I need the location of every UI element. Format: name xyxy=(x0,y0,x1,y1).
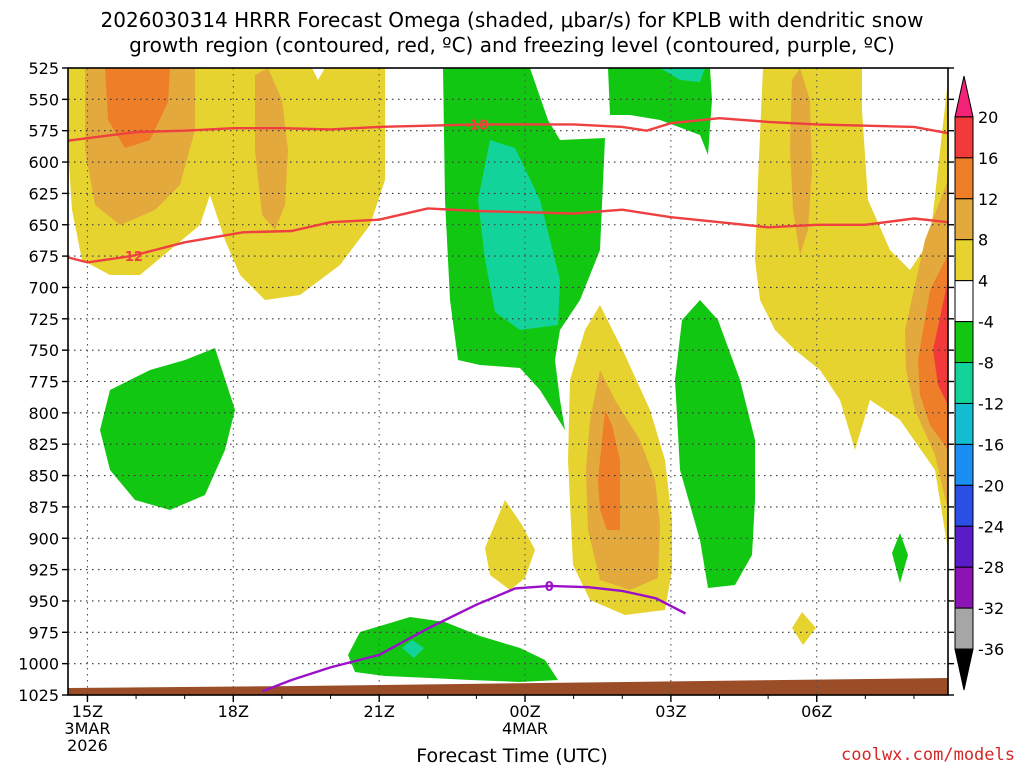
y-tick-label: 700 xyxy=(28,278,59,297)
credit-link[interactable]: coolwx.com/models xyxy=(841,745,1015,765)
chart-title-line-2: growth region (contoured, red, ºC) and f… xyxy=(129,33,895,57)
omega-region-teal xyxy=(660,68,705,82)
terrain-band xyxy=(68,678,948,695)
y-tick-label: 525 xyxy=(28,59,59,78)
colorbar-segment xyxy=(954,280,974,323)
omega-shading xyxy=(68,68,948,695)
isotherm-contour xyxy=(67,207,949,264)
x-tick-label: 06Z xyxy=(801,702,832,721)
omega-region-green xyxy=(348,617,558,682)
omega-region-red xyxy=(933,280,948,405)
contour-label: 0 xyxy=(545,580,554,595)
x-tick-label: 3MAR xyxy=(64,719,110,738)
colorbar-label: -28 xyxy=(978,558,1004,577)
omega-region-orange xyxy=(105,68,170,148)
y-tick-label: 825 xyxy=(28,435,59,454)
y-tick-label: 1000 xyxy=(18,655,59,674)
y-tick-label: 950 xyxy=(28,592,59,611)
colorbar-segment xyxy=(954,648,974,691)
colorbar-segment xyxy=(954,157,974,200)
omega-region-green xyxy=(100,348,235,510)
y-tick-label: 600 xyxy=(28,153,59,172)
omega-region-gold xyxy=(255,68,288,230)
colorbar-label: -24 xyxy=(978,517,1004,536)
colorbar-label: -8 xyxy=(978,354,994,373)
y-tick-label: 975 xyxy=(28,623,59,642)
x-axis-title: Forecast Time (UTC) xyxy=(416,745,608,767)
y-axis: 525 550 575 600 625 650 675 700 725 750 775 800 825 8… xyxy=(18,59,954,705)
y-tick-label: 900 xyxy=(28,529,59,548)
x-tick-label: 03Z xyxy=(655,702,686,721)
colorbar-segment xyxy=(954,484,974,527)
omega-region-teal xyxy=(402,640,424,658)
colorbar-label: -32 xyxy=(978,599,1004,618)
y-tick-label: 725 xyxy=(28,310,59,329)
omega-region-white-notch xyxy=(312,68,325,80)
x-tick-label: 15Z xyxy=(72,702,103,721)
y-tick-label: 675 xyxy=(28,247,59,266)
colorbar-segment xyxy=(954,75,974,118)
x-tick-label: 2026 xyxy=(67,736,108,755)
chart-title-line-1: 2026030314 HRRR Forecast Omega (shaded, … xyxy=(100,8,924,32)
omega-region-yellow xyxy=(485,500,535,590)
y-tick-label: 625 xyxy=(28,184,59,203)
colorbar-segment xyxy=(954,116,974,159)
contour-label: -18 xyxy=(465,118,489,133)
colorbar-segment xyxy=(954,525,974,568)
isotherm-contour xyxy=(67,116,949,142)
freezing-level-contour xyxy=(262,584,687,693)
omega-region-yellow xyxy=(792,612,816,645)
colorbar-label: 16 xyxy=(978,149,998,168)
colorbar-segment xyxy=(954,607,974,650)
colorbar-segment xyxy=(954,321,974,364)
omega-region-orange xyxy=(918,255,948,450)
x-tick-label: 00Z xyxy=(509,702,540,721)
omega-region-green xyxy=(675,300,755,588)
colorbar-label: -16 xyxy=(978,435,1004,454)
omega-region-teal xyxy=(478,140,560,330)
colorbar-segment xyxy=(954,239,974,282)
y-tick-label: 875 xyxy=(28,498,59,517)
y-tick-label: 925 xyxy=(28,561,59,580)
y-tick-label: 800 xyxy=(28,404,59,423)
y-tick-label: 1025 xyxy=(18,686,59,705)
x-tick-label: 21Z xyxy=(363,702,394,721)
y-tick-label: 650 xyxy=(28,216,59,235)
omega-region-green xyxy=(608,68,712,155)
colorbar-segment xyxy=(954,443,974,486)
y-tick-label: 550 xyxy=(28,90,59,109)
colorbar-label: 20 xyxy=(978,108,998,127)
y-tick-label: 775 xyxy=(28,373,59,392)
omega-region-orange xyxy=(598,410,620,530)
colorbar-segment xyxy=(954,402,974,445)
y-tick-label: 750 xyxy=(28,341,59,360)
colorbar-label: 12 xyxy=(978,190,998,209)
colorbar-label: -4 xyxy=(978,313,994,332)
colorbar-label: -36 xyxy=(978,640,1004,659)
y-tick-label: 850 xyxy=(28,467,59,486)
y-tick-label: 575 xyxy=(28,122,59,141)
contour-label: -12 xyxy=(119,250,143,265)
colorbar-label: 8 xyxy=(978,231,988,250)
x-tick-label: 18Z xyxy=(218,702,249,721)
colorbar-segment xyxy=(954,566,974,609)
colorbar-label: -12 xyxy=(978,394,1004,413)
colorbar-segment xyxy=(954,362,974,404)
colorbar-label: -20 xyxy=(978,476,1004,495)
x-tick-label: 4MAR xyxy=(502,719,548,738)
omega-region-green xyxy=(892,533,908,583)
colorbar-segment xyxy=(954,198,974,241)
colorbar: 20 16 12 8 4 -4 -8 -12 -16 -20 -24 -28 -32 -36 xyxy=(954,75,1004,691)
colorbar-label: 4 xyxy=(978,272,988,291)
contour-layer: -12 -18 0 xyxy=(67,116,949,693)
